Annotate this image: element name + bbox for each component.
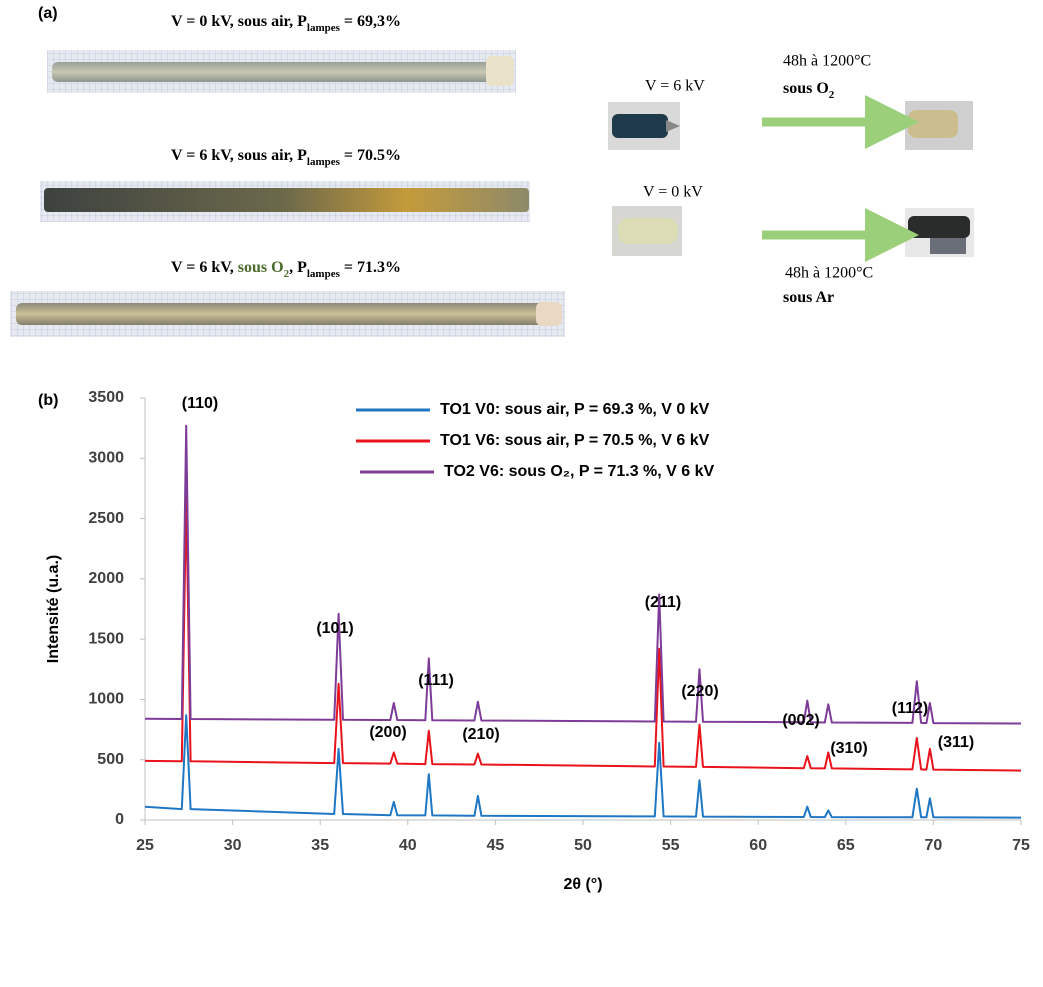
photo-panel: [10, 50, 974, 337]
data-line: [144, 424, 1022, 725]
peak-label: (002): [782, 712, 819, 729]
x-tick-label: 25: [136, 837, 154, 854]
peak-label: (111): [418, 672, 454, 689]
y-tick-label: 1000: [88, 691, 124, 708]
text-segment: 2: [829, 89, 835, 101]
peak-label: (220): [681, 683, 718, 700]
peak-label: (210): [462, 726, 499, 743]
y-tick-label: 1500: [88, 630, 124, 647]
y-tick-label: 3000: [88, 450, 124, 467]
x-axis-title: 2θ (°): [563, 876, 602, 893]
text-segment: V = 6 kV, sous air, P: [171, 147, 307, 164]
y-tick-label: 3500: [88, 389, 124, 406]
panel-label: (a): [38, 5, 58, 22]
x-tick-label: 45: [487, 837, 505, 854]
photo-caption: V = 6 kV, sous air, Plampes = 70.5%: [171, 147, 401, 168]
x-tick-label: 70: [925, 837, 943, 854]
peak-label: (110): [182, 395, 218, 412]
peak-label: (311): [938, 734, 974, 751]
sample: [908, 216, 970, 238]
xrd-chart: (b) 0 500 1000 1500 2000 2500 3000 3500 25 30 35 40 4…: [38, 389, 1030, 893]
text-segment: sous Ar: [783, 289, 834, 306]
text-segment: V = 6 kV,: [171, 259, 238, 276]
text-segment: V = 0 kV, sous air, P: [171, 13, 307, 30]
x-tick-label: 65: [837, 837, 855, 854]
treatment-condition: 48h à 1200°C: [783, 53, 871, 70]
treatment-atmosphere: sous Ar: [783, 289, 834, 306]
x-tick-label: 30: [224, 837, 242, 854]
y-tick-label: 2000: [88, 570, 124, 587]
y-tick-label: 500: [97, 751, 124, 768]
panel-label: (b): [38, 392, 58, 409]
text-segment: lampes: [307, 22, 341, 34]
legend-label: TO1 V0: sous air, P = 69.3 %, V 0 kV: [440, 401, 710, 418]
x-tick-label: 75: [1012, 837, 1030, 854]
peak-label: (310): [830, 740, 867, 757]
text-segment: 2: [284, 268, 290, 280]
text-segment: = 70.5%: [340, 147, 401, 164]
x-tick-label: 55: [662, 837, 680, 854]
treatment-voltage: V = 0 kV: [643, 184, 703, 201]
text-segment: = 71.3%: [340, 259, 401, 276]
text-segment: sous O: [783, 80, 829, 97]
photo-caption: V = 0 kV, sous air, Plampes = 69,3%: [171, 13, 401, 34]
treatment-atmosphere: sous O2: [783, 80, 835, 101]
x-tick-label: 40: [399, 837, 417, 854]
tip: [666, 120, 680, 132]
legend-label: TO2 V6: sous O₂, P = 71.3 %, V 6 kV: [444, 463, 715, 480]
tube: [16, 303, 546, 325]
powder: [930, 238, 966, 254]
peak-label: (112): [892, 700, 928, 717]
sample: [908, 110, 958, 138]
sample: [618, 218, 678, 244]
peak-label: (200): [369, 724, 406, 741]
peak-label: (211): [645, 594, 681, 611]
text-segment: sous O: [238, 259, 284, 276]
y-tick-label: 2500: [88, 510, 124, 527]
text-segment: , P: [289, 259, 307, 276]
x-tick-label: 60: [749, 837, 767, 854]
data-line: [144, 714, 1022, 819]
x-tick-label: 35: [311, 837, 329, 854]
x-tick-label: 50: [574, 837, 592, 854]
legend-label: TO1 V6: sous air, P = 70.5 %, V 6 kV: [440, 432, 710, 449]
treatment-voltage: V = 6 kV: [645, 78, 705, 95]
text-segment: = 69,3%: [340, 13, 401, 30]
peak-label: (101): [316, 620, 353, 637]
sample: [612, 114, 668, 138]
photo-caption: V = 6 kV, sous O2, Plampes = 71.3%: [171, 259, 401, 280]
tube: [52, 62, 492, 82]
text-segment: lampes: [307, 156, 341, 168]
tube-end: [486, 56, 514, 86]
text-segment: lampes: [307, 268, 341, 280]
data-line: [144, 494, 1022, 772]
y-tick-label: 0: [115, 811, 124, 828]
tube: [44, 188, 529, 212]
tube-end: [536, 302, 562, 326]
treatment-condition: 48h à 1200°C: [785, 265, 873, 282]
y-axis-title: Intensité (u.a.): [45, 555, 62, 663]
